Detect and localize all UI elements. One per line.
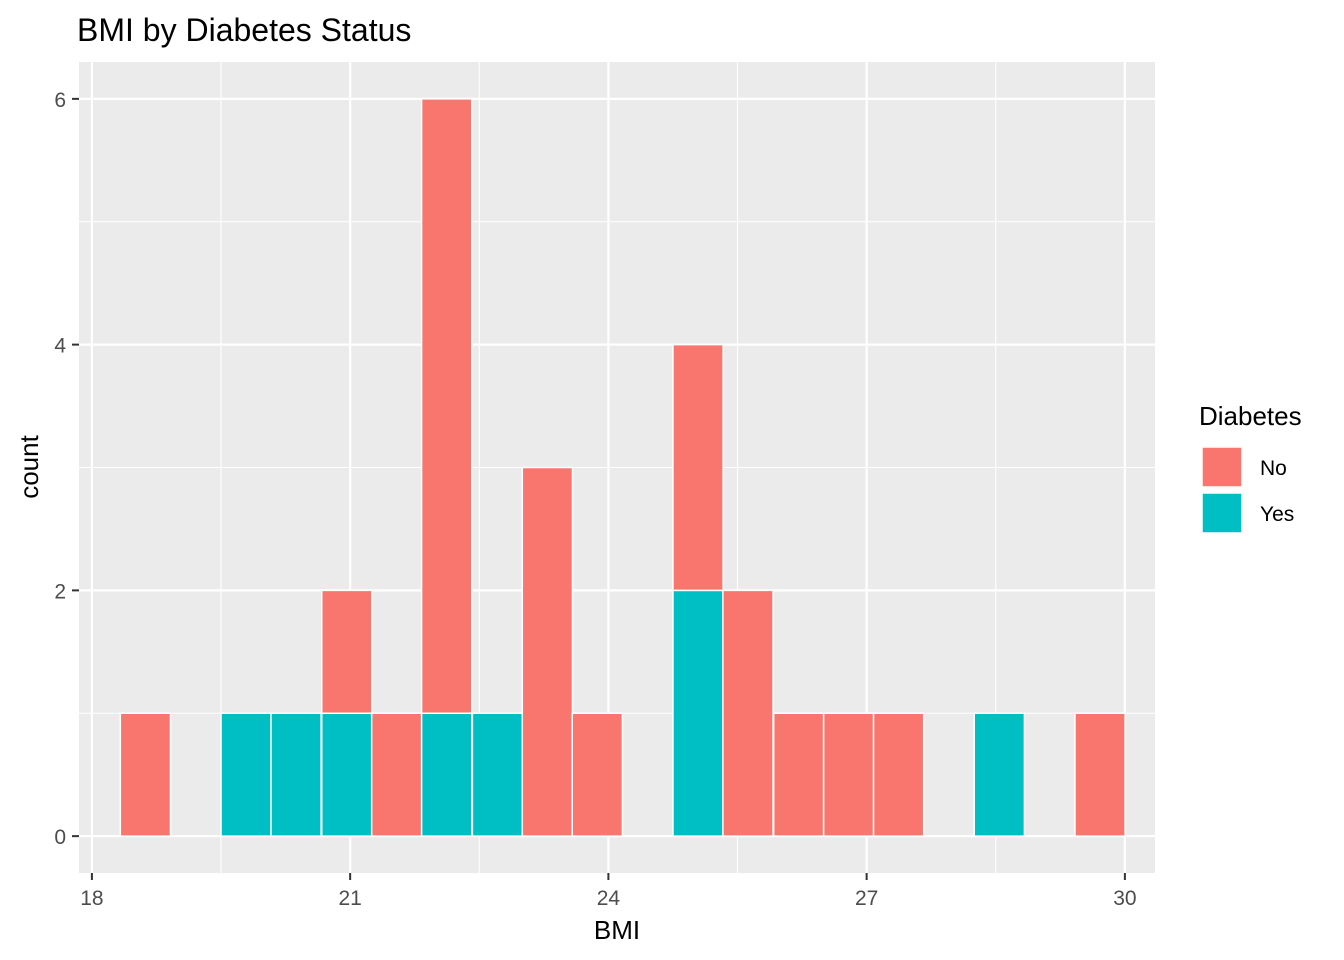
legend-swatch-no — [1201, 446, 1243, 488]
x-axis-ticks: 18 21 24 27 30 — [80, 873, 1137, 910]
bar-no — [822, 712, 875, 837]
chart-title: BMI by Diabetes Status — [77, 12, 411, 48]
legend-label-yes: Yes — [1260, 503, 1294, 526]
y-tick-label: 6 — [54, 89, 66, 112]
y-axis-title: count — [14, 434, 44, 498]
bar-no — [772, 712, 825, 837]
bar-no — [320, 589, 373, 715]
x-tick-label: 18 — [80, 887, 103, 910]
bar-yes — [973, 712, 1026, 837]
bar-no — [521, 466, 574, 837]
bar-no — [571, 712, 624, 837]
bar-no — [722, 589, 774, 837]
minor-gridlines — [79, 62, 1155, 873]
legend: Diabetes No Yes — [1199, 401, 1302, 534]
bar-no — [872, 712, 925, 837]
legend-swatch-yes — [1201, 492, 1243, 534]
histogram-bars — [119, 98, 1126, 837]
y-axis-ticks: 0 2 4 6 — [54, 89, 79, 849]
x-tick-label: 30 — [1113, 887, 1136, 910]
y-tick-label: 4 — [54, 335, 66, 358]
legend-title: Diabetes — [1199, 401, 1302, 431]
bar-yes — [420, 712, 473, 837]
bar-yes — [320, 712, 373, 837]
x-tick-label: 24 — [597, 887, 621, 910]
y-tick-label: 0 — [54, 826, 66, 849]
bar-no — [370, 712, 423, 837]
bar-no — [420, 98, 473, 715]
x-tick-label: 27 — [855, 887, 878, 910]
bar-yes — [220, 712, 272, 837]
bar-yes — [672, 589, 724, 837]
legend-label-no: No — [1260, 457, 1287, 480]
bar-yes — [471, 712, 524, 837]
bar-no — [119, 712, 172, 837]
bar-no — [672, 343, 724, 592]
bar-yes — [270, 712, 322, 837]
bar-no — [1074, 712, 1126, 837]
x-axis-title: BMI — [594, 915, 640, 945]
y-tick-label: 2 — [54, 580, 66, 603]
x-tick-label: 21 — [338, 887, 361, 910]
